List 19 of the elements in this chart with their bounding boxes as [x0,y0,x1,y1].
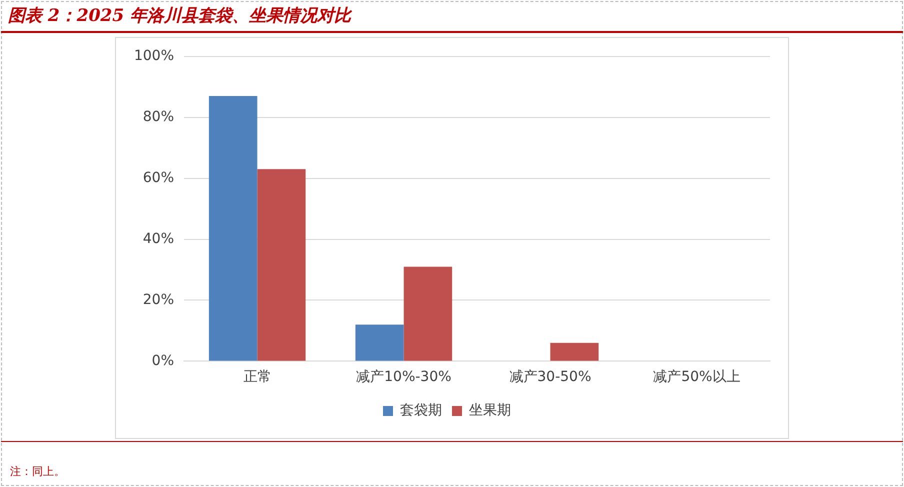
x-tick-label: 减产10%-30% [356,369,452,386]
y-tick-label: 40% [142,230,174,247]
y-tick-label: 60% [142,170,174,186]
x-tick-label: 正常 [243,369,272,386]
bar [550,342,599,361]
x-tick-label: 减产50%以上 [653,369,740,386]
bar [257,169,306,361]
bar [355,324,404,361]
chart-title: 图表 2：2025 年洛川县套袋、坐果情况对比 [8,5,351,27]
legend-label: 坐果期 [469,402,511,419]
y-tick-label: 0% [152,352,174,369]
legend-label: 套袋期 [400,402,442,419]
bar [404,266,452,361]
y-tick-label: 20% [142,292,174,308]
y-tick-label: 80% [142,109,174,125]
y-tick-label: 100% [134,48,174,64]
text: 注：同上。 [10,464,65,479]
x-tick-label: 减产30-50% [509,369,592,386]
bar [208,96,258,361]
